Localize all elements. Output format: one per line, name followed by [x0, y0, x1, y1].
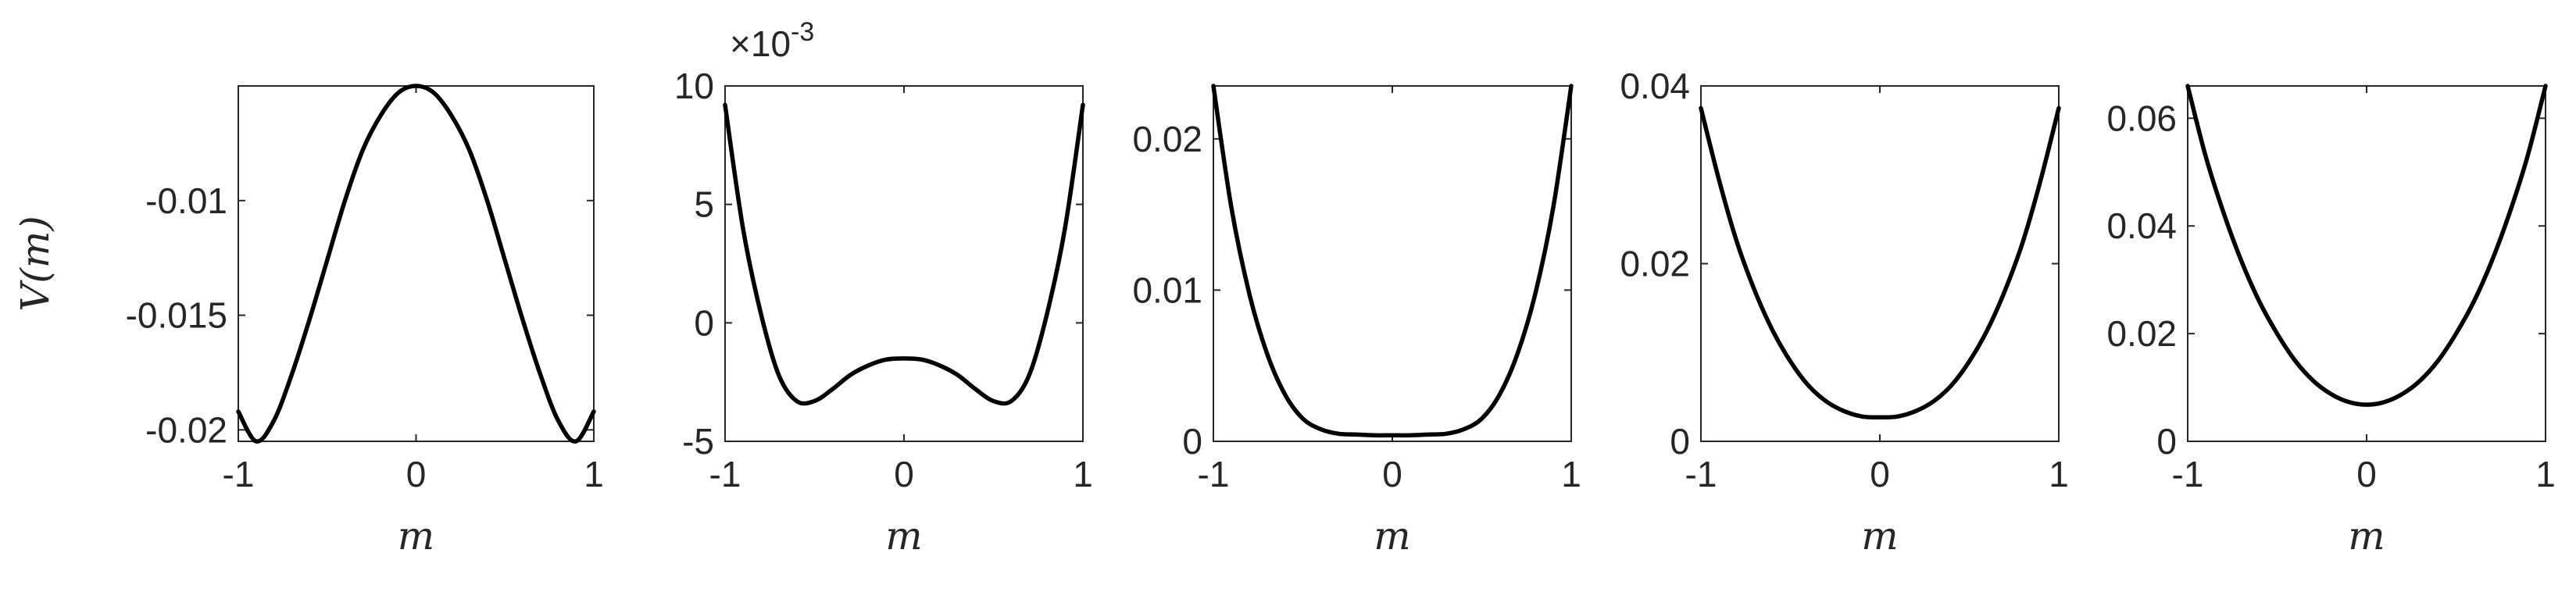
y-tick-label: 0 [694, 302, 714, 343]
x-tick-label: -1 [1685, 454, 1717, 494]
x-axis-label: m [885, 513, 922, 559]
y-tick-label: 0.02 [1620, 244, 1690, 284]
y-tick-label: 10 [674, 66, 714, 106]
series-line [723, 102, 1085, 406]
x-axis-label: m [1374, 513, 1410, 559]
y-tick-label: -0.02 [145, 409, 227, 450]
y-tick-label: -0.01 [145, 180, 227, 221]
x-tick-label: 1 [1073, 454, 1093, 494]
y-exponent-label: ×10-3 [730, 17, 814, 64]
x-axis-label: m [1861, 513, 1898, 559]
axes-box [724, 85, 1084, 442]
series-line [1699, 105, 2061, 420]
chart-panel-4: -1 0 100.020.04m [1620, 66, 2068, 559]
y-tick-label: 0 [1182, 421, 1202, 462]
series-line [2185, 84, 2548, 407]
chart-panel-3: -1 0 100.010.02m [1132, 84, 1581, 559]
x-axis-label: m [2348, 513, 2385, 559]
x-tick-label: -1 [709, 454, 741, 494]
x-tick-label: 1 [2049, 454, 2069, 494]
y-tick-label: 0.04 [1620, 66, 1690, 106]
series-line [1211, 84, 1574, 438]
chart-panel-1: -1 0 1 -0.02 -0.015 -0.01 m V(m) [13, 84, 604, 559]
y-tick-label: 0.02 [1132, 119, 1202, 159]
y-tick-label: -5 [682, 421, 714, 462]
x-tick-label: 0 [406, 454, 427, 494]
x-tick-label: 1 [584, 454, 604, 494]
y-tick-label: 5 [694, 184, 714, 225]
x-axis-label: m [398, 513, 434, 559]
y-tick-label: 0.04 [2106, 205, 2177, 246]
series-line [236, 84, 596, 444]
x-tick-label: 0 [1382, 454, 1402, 494]
x-tick-label: -1 [2172, 454, 2204, 494]
y-tick-label: 0.06 [2106, 98, 2177, 138]
axes-box [1213, 85, 1572, 442]
chart-panel-2: -1 0 1 -5 0 5 10 ×10-3 m [674, 17, 1093, 559]
x-tick-label: 0 [894, 454, 914, 494]
y-tick-label: 0 [1670, 421, 1690, 462]
x-tick-label: 1 [2535, 454, 2556, 494]
chart-panel-5: -1 0 100.020.040.06m [2106, 84, 2556, 559]
y-tick-label: 0.01 [1132, 269, 1202, 310]
x-tick-label: -1 [1198, 454, 1230, 494]
y-tick-label: -0.015 [126, 295, 227, 336]
y-tick-label: 0 [2156, 421, 2177, 462]
y-axis-label: V(m) [13, 216, 58, 312]
axes-box [238, 85, 595, 442]
x-tick-label: -1 [223, 454, 255, 494]
x-tick-label: 1 [1561, 454, 1581, 494]
axes-box [1700, 85, 2060, 442]
x-tick-label: 0 [1870, 454, 1890, 494]
x-tick-label: 0 [2356, 454, 2377, 494]
y-tick-label: 0.02 [2106, 313, 2177, 354]
